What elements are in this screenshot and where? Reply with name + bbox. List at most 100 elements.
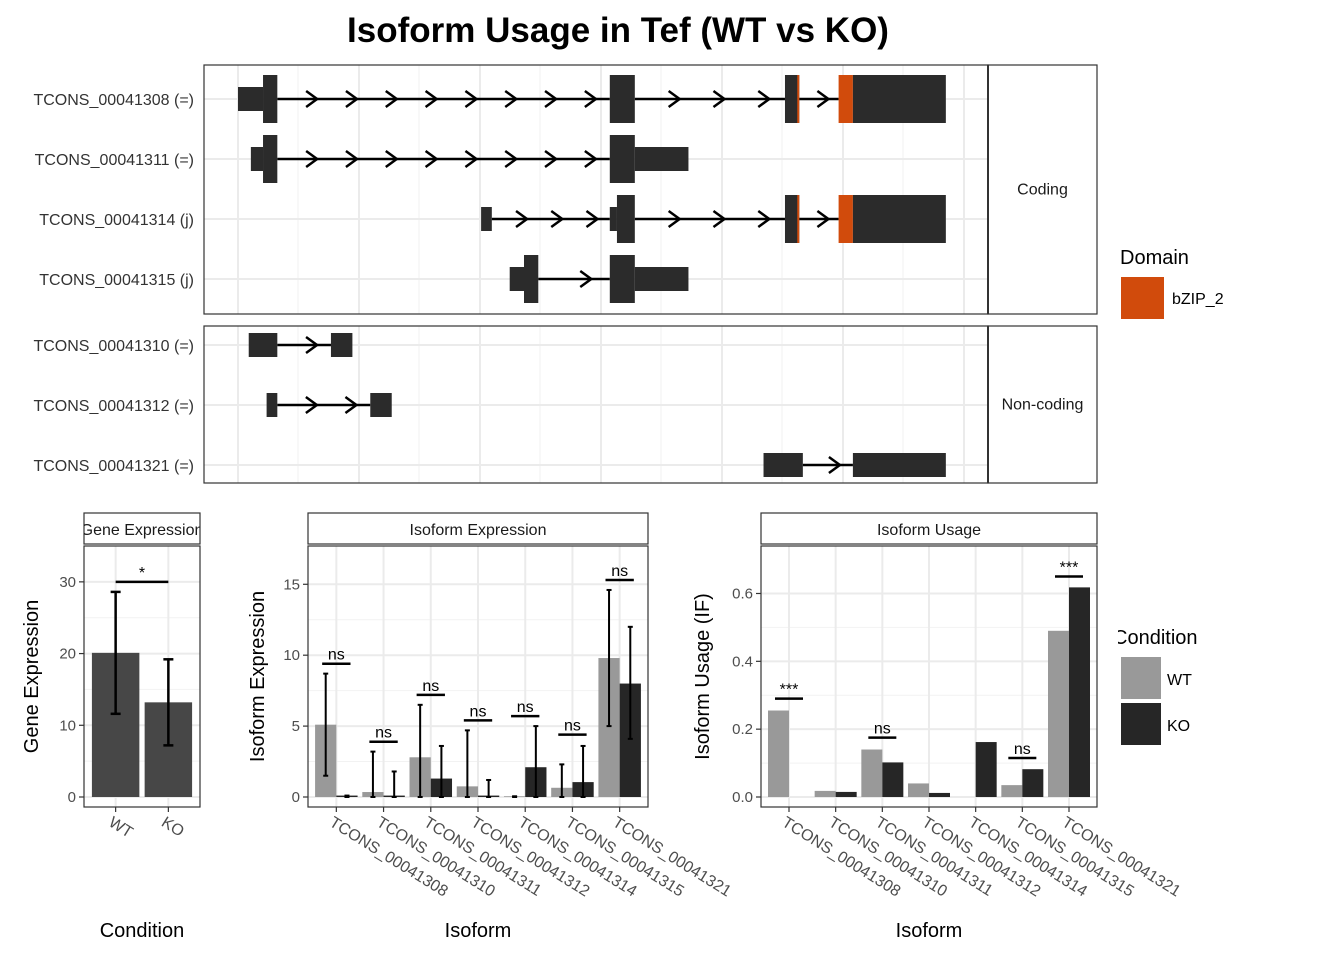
bar-wt	[1048, 630, 1069, 797]
structure-facet-1: TCONS_00041310 (=) TCONS_00041312 (=) TCON…	[33, 325, 1098, 484]
bar-ko	[835, 791, 857, 797]
facet-strip	[987, 325, 1098, 484]
intron-arrow	[345, 149, 360, 169]
intron-arrow	[424, 149, 439, 169]
isoform-row: TCONS_00041308 (=)	[33, 75, 988, 123]
significance-label: ns	[375, 725, 392, 742]
chart-strip-label: Isoform Usage	[877, 522, 981, 539]
exon	[509, 267, 524, 291]
exon	[263, 135, 278, 183]
intron-arrow	[344, 395, 359, 415]
error-bar	[533, 725, 539, 798]
isoform-row: TCONS_00041311 (=)	[35, 135, 988, 183]
condition-legend-label: WT	[1167, 672, 1192, 689]
isoform-row: TCONS_00041321 (=)	[33, 453, 988, 477]
intron-arrow	[504, 89, 519, 109]
intron-arrow	[584, 89, 598, 109]
intron-arrow	[757, 209, 772, 229]
exon	[609, 135, 635, 183]
intron-arrow	[504, 149, 519, 169]
legends: Domain bZIP_2 Condition WT KO	[1113, 247, 1224, 745]
exon	[263, 75, 278, 123]
exon	[852, 75, 946, 123]
significance-label: ns	[470, 703, 487, 720]
x-axis-title: Isoform	[896, 920, 963, 942]
error-bar	[559, 763, 565, 798]
bar-wt	[1001, 785, 1023, 797]
exon	[370, 393, 392, 417]
intron-arrow	[816, 89, 831, 109]
error-bar	[344, 794, 350, 798]
intron-arrow	[424, 89, 439, 109]
significance-label: ns	[611, 563, 628, 580]
significance-label: ns	[564, 718, 581, 735]
exon	[634, 147, 689, 171]
intron-arrow	[464, 89, 479, 109]
y-tick-label: 5	[292, 718, 300, 735]
chart-panel-border	[83, 545, 201, 808]
bar-ko	[619, 683, 641, 797]
chart-strip	[83, 512, 201, 545]
isoform-label: TCONS_00041310 (=)	[33, 338, 194, 355]
bar-ko	[975, 742, 997, 797]
y-tick-label: 30	[59, 574, 76, 591]
exon	[852, 453, 946, 477]
exon	[616, 195, 635, 243]
facet-label: Coding	[1017, 182, 1068, 199]
exon	[609, 75, 635, 123]
y-tick-label: 0	[68, 789, 76, 806]
significance-label: ***	[780, 682, 799, 699]
exon	[481, 207, 492, 231]
error-bar	[370, 750, 376, 798]
bar-wt	[908, 783, 929, 797]
y-axis-title: Isoform Expression	[247, 591, 269, 762]
bar-wt	[598, 658, 620, 797]
significance-label: ns	[1014, 741, 1031, 758]
chart-strip-label: Isoform Expression	[410, 522, 547, 539]
y-axis-title: Isoform Usage (IF)	[692, 593, 714, 760]
intron-arrow	[757, 89, 772, 109]
y-axis-title: Gene Expression	[21, 600, 43, 753]
intron-arrow	[579, 269, 594, 289]
y-tick-label: 0.2	[732, 721, 753, 738]
domain-sliver	[797, 195, 800, 243]
condition-legend-key	[1121, 703, 1161, 745]
y-tick-label: 0.0	[732, 789, 753, 806]
bar-ko	[1022, 769, 1044, 797]
significance-label: ***	[1060, 560, 1079, 577]
facet-strip	[987, 64, 1098, 315]
condition-legend-key	[1121, 657, 1161, 699]
structure-facet-0: TCONS_00041308 (=) TCONS_00041311 (=) TCON…	[33, 64, 1098, 315]
isoform-label: TCONS_00041311 (=)	[35, 152, 194, 169]
intron-arrow	[305, 335, 320, 355]
exon	[609, 255, 635, 303]
significance-label: ns	[874, 721, 891, 738]
domain-legend-label: bZIP_2	[1172, 291, 1224, 308]
intron-arrow	[385, 149, 399, 169]
chart-strip-label: Gene Expression	[81, 522, 204, 539]
figure-title: Isoform Usage in Tef (WT vs KO)	[347, 11, 889, 50]
facet-label: Non-coding	[1002, 397, 1084, 414]
intron-arrow	[345, 89, 360, 109]
error-bar	[323, 672, 329, 777]
exon	[852, 195, 946, 243]
x-axis-title: Condition	[100, 920, 185, 942]
intron-arrow	[667, 209, 682, 229]
isoform-usage-chart: Isoform Usage***nsns***0.00.20.40.6TCONS…	[692, 512, 1183, 942]
condition-legend-title: Condition	[1113, 627, 1198, 649]
bar-ko	[929, 792, 950, 797]
isoform-label: TCONS_00041314 (j)	[39, 212, 194, 229]
exon	[634, 267, 689, 291]
significance-label: ns	[517, 699, 534, 716]
exon	[238, 87, 264, 111]
exon	[266, 393, 278, 417]
domain-legend-key	[1121, 277, 1164, 319]
isoform-label: TCONS_00041308 (=)	[33, 92, 194, 109]
intron-arrow	[712, 209, 727, 229]
intron-arrow	[550, 209, 565, 229]
intron-arrow	[667, 89, 682, 109]
transcript-structure-panel: TCONS_00041308 (=) TCONS_00041311 (=) TCON…	[33, 64, 1098, 484]
intron-arrow	[385, 89, 399, 109]
error-bar	[438, 744, 444, 798]
exon	[784, 75, 800, 123]
